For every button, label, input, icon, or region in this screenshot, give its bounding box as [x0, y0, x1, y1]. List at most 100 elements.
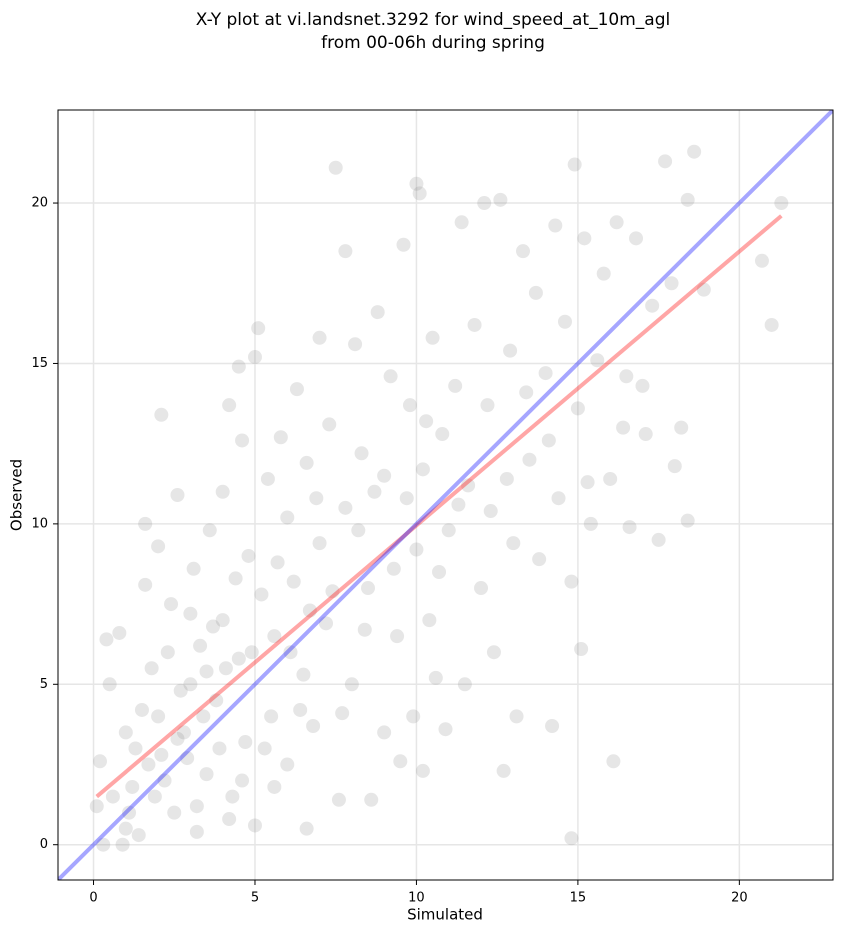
- scatter-point: [215, 484, 230, 499]
- scatter-point: [629, 231, 644, 246]
- scatter-point: [302, 603, 317, 618]
- scatter-point: [183, 677, 198, 692]
- scatter-point: [590, 353, 605, 368]
- scatter-point: [519, 385, 534, 400]
- scatter-point: [309, 491, 324, 506]
- scatter-point: [532, 552, 547, 567]
- scatter-point: [257, 741, 272, 756]
- scatter-point: [351, 523, 366, 538]
- chart-title: X-Y plot at vi.landsnet.3292 for wind_sp…: [196, 10, 670, 30]
- scatter-point: [134, 702, 149, 717]
- scatter-point: [441, 523, 456, 538]
- scatter-point: [251, 321, 266, 336]
- scatter-point: [651, 532, 666, 547]
- scatter-point: [138, 516, 153, 531]
- scatter-point: [254, 587, 269, 602]
- scatter-point: [383, 369, 398, 384]
- scatter-point: [128, 741, 143, 756]
- scatter-point: [167, 805, 182, 820]
- scatter-point: [609, 215, 624, 230]
- scatter-point: [567, 157, 582, 172]
- scatter-point: [674, 420, 689, 435]
- scatter-point: [196, 709, 211, 724]
- scatter-point: [419, 414, 434, 429]
- scatter-point: [105, 789, 120, 804]
- scatter-point: [89, 799, 104, 814]
- scatter-point: [328, 160, 343, 175]
- scatter-point: [322, 417, 337, 432]
- scatter-point: [164, 597, 179, 612]
- scatter-point: [247, 350, 262, 365]
- scatter-point: [331, 792, 346, 807]
- scatter-point: [619, 369, 634, 384]
- scatter-point: [280, 757, 295, 772]
- scatter-point: [267, 779, 282, 794]
- scatter-point: [160, 645, 175, 660]
- scatter-point: [170, 488, 185, 502]
- scatter-point: [454, 215, 469, 230]
- scatter-point: [377, 725, 392, 740]
- scatter-point: [764, 317, 779, 332]
- scatter-point: [299, 455, 314, 470]
- scatter-point: [231, 359, 246, 374]
- scatter-point: [319, 616, 334, 631]
- scatter-point: [235, 433, 250, 448]
- scatter-point: [102, 677, 117, 692]
- scatter-point: [370, 305, 385, 320]
- scatter-point: [483, 504, 498, 519]
- scatter-point: [448, 378, 463, 393]
- scatter-point: [141, 757, 156, 772]
- scatter-point: [635, 378, 650, 393]
- scatter-point: [189, 824, 204, 839]
- scatter-point: [180, 751, 195, 766]
- scatter-point: [493, 192, 508, 207]
- scatter-point: [564, 574, 579, 589]
- y-tick-label: 0: [40, 837, 48, 852]
- scatter-point: [312, 536, 327, 551]
- scatter-point: [583, 516, 598, 531]
- scatter-point: [509, 709, 524, 724]
- scatter-point: [406, 709, 421, 724]
- scatter-point: [415, 462, 430, 477]
- scatter-point: [293, 702, 308, 717]
- scatter-point: [118, 725, 133, 740]
- scatter-point: [399, 491, 414, 506]
- scatter-point: [616, 420, 631, 435]
- scatter-point: [357, 622, 372, 637]
- scatter-point: [480, 398, 495, 413]
- x-tick-label: 15: [570, 891, 587, 906]
- scatter-point: [467, 317, 482, 332]
- scatter-point: [364, 792, 379, 807]
- scatter-point: [354, 446, 369, 461]
- scatter-point: [506, 536, 521, 551]
- scatter-point: [603, 471, 618, 486]
- scatter-point: [202, 523, 217, 538]
- scatter-point: [222, 398, 237, 413]
- scatter-point: [218, 661, 233, 676]
- scatter-point: [225, 789, 240, 804]
- x-tick-label: 10: [408, 891, 425, 906]
- scatter-point: [409, 542, 424, 557]
- scatter-point: [412, 186, 427, 201]
- scatter-point: [348, 337, 363, 352]
- x-axis-label: Simulated: [407, 906, 483, 924]
- scatter-point: [499, 471, 514, 486]
- scatter-point: [189, 799, 204, 814]
- scatter-point: [122, 805, 137, 820]
- scatter-point: [496, 763, 511, 778]
- scatter-point: [147, 789, 162, 804]
- scatter-point: [680, 192, 695, 207]
- scatter-point: [548, 218, 563, 233]
- scatter-point: [574, 642, 589, 656]
- scatter-point: [296, 667, 311, 682]
- scatter-point: [367, 484, 382, 499]
- scatter-point: [645, 298, 660, 313]
- scatter-point: [680, 513, 695, 528]
- scatter-point: [247, 818, 262, 833]
- scatter-point: [557, 314, 572, 329]
- scatter-point: [157, 773, 172, 788]
- scatter-point: [235, 773, 250, 788]
- scatter-point: [280, 510, 295, 525]
- scatter-point: [299, 821, 314, 836]
